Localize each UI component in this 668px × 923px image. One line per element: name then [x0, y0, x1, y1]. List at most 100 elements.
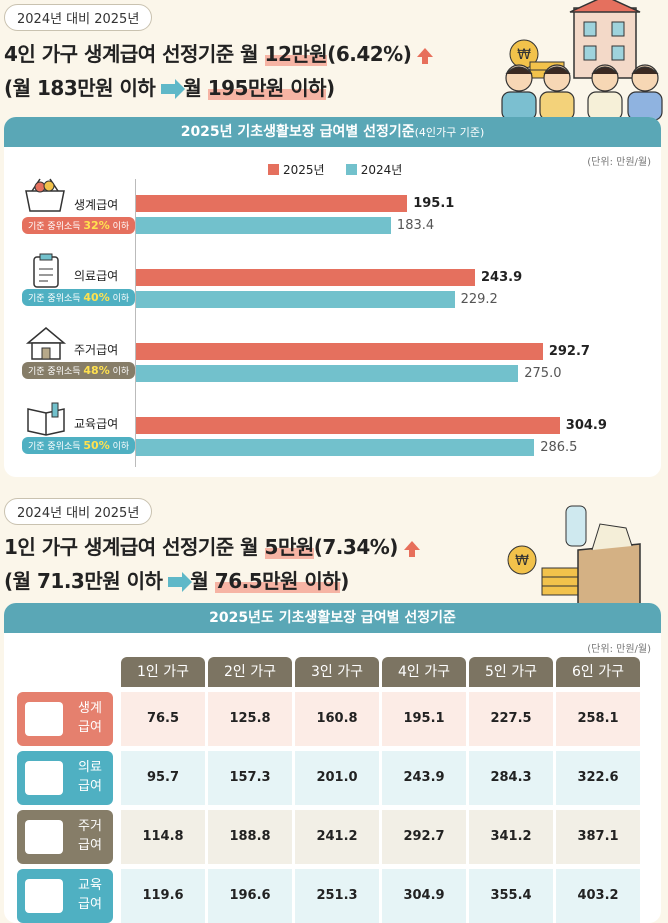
bar-value-label: 183.4	[396, 218, 435, 233]
living-benefit-icon	[25, 178, 65, 212]
table-cell: 114.8	[121, 810, 205, 864]
table-cell: 76.5	[121, 692, 205, 746]
bar-value-label: 195.1	[413, 196, 455, 211]
criteria-prefix: 기준 중위소득	[28, 367, 84, 377]
criteria-tag-living: 기준 중위소득 32% 이하	[22, 217, 136, 234]
bar-value-label: 304.9	[565, 418, 607, 433]
criteria-pct: 40%	[83, 291, 110, 304]
criteria-prefix: 기준 중위소득	[28, 294, 84, 304]
table-cell: 241.2	[295, 810, 379, 864]
table-cell: 284.3	[469, 751, 553, 805]
category-label-medical: 의료급여	[74, 269, 119, 283]
bar-value-label: 286.5	[540, 440, 578, 455]
row-label-top: 주거	[78, 819, 102, 834]
headline-1: 4인 가구 생계급여 선정기준 월 12만원(6.42%)	[4, 38, 434, 67]
benefit-icon	[25, 879, 63, 913]
legend-label-2025: 2025년	[283, 163, 325, 177]
table-cell: 322.6	[556, 751, 640, 805]
subline-1-before: (월 183만원 이하	[4, 76, 156, 100]
subline-2: (월 71.3만원 이하 월 76.5만원 이하)	[4, 565, 349, 594]
right-arrow-icon	[168, 572, 193, 592]
bar-2025-4	[136, 417, 560, 434]
table-cell: 251.3	[295, 869, 379, 923]
table-cell: 95.7	[121, 751, 205, 805]
table-layer: 1인 가구 2인 가구 3인 가구 4인 가구 5인 가구 6인 가구 생계 급여 76.5 12…	[4, 603, 661, 923]
subline-1-highlight: 195만원 이하	[207, 76, 327, 100]
headline-1-highlight: 12만원	[264, 42, 328, 66]
row-label-text: 의료 급여	[75, 758, 105, 796]
table-cell: 195.1	[382, 692, 466, 746]
headline-1-text: 4인 가구 생계급여 선정기준 월	[4, 42, 265, 66]
row-label: 의료 급여	[17, 751, 113, 805]
bars-layer: 195.1 183.4 243.9 229.2 292.7 275.0 304.9 286.5	[4, 117, 661, 477]
row-label-top: 생계	[78, 701, 102, 716]
groceries-coins-illustration: ₩	[507, 505, 641, 605]
comparison-badge-1: 2024년 대비 2025년	[4, 4, 153, 31]
subline-1-close: )	[326, 76, 335, 100]
criteria-prefix: 기준 중위소득	[28, 222, 84, 232]
medical-benefit-icon	[33, 253, 59, 288]
chart-title-text: 2025년 기초생활보장 급여별 선정기준	[180, 124, 415, 140]
table-cell: 227.5	[469, 692, 553, 746]
row-label-text: 교육 급여	[75, 876, 105, 914]
chart-unit: (단위: 만원/월)	[587, 157, 651, 168]
legend-label-2024: 2024년	[360, 163, 403, 177]
table-cell: 119.6	[121, 869, 205, 923]
chart-axis-line	[135, 179, 136, 467]
table-cell: 188.8	[208, 810, 292, 864]
headline-2-percent: (7.34%)	[313, 535, 399, 559]
criteria-tag-education: 기준 중위소득 50% 이하	[22, 437, 136, 454]
criteria-tag-housing: 기준 중위소득 48% 이하	[22, 362, 136, 379]
subline-2-highlight: 76.5만원 이하	[214, 569, 341, 593]
bar-2024-2	[136, 291, 455, 308]
table-cell: 341.2	[469, 810, 553, 864]
headline-1-percent: (6.42%)	[327, 42, 412, 66]
criteria-suffix: 이하	[109, 222, 130, 232]
headline-2-highlight: 5만원	[264, 535, 314, 559]
legend-swatch-2025	[268, 164, 279, 175]
bar-2025-1	[136, 195, 408, 212]
bar-value-label: 275.0	[524, 366, 562, 381]
bar-chart-panel: 2025년 기초생활보장 급여별 선정기준(4인가구 기준) (단위: 만원/월…	[4, 117, 661, 477]
category-label-living: 생계급여	[74, 198, 119, 212]
svg-text:₩: ₩	[517, 47, 531, 63]
bar-2025-3	[136, 343, 543, 360]
bar-value-label: 229.2	[460, 292, 498, 307]
criteria-suffix: 이하	[109, 367, 130, 377]
column-header: 1인 가구	[121, 657, 205, 687]
subline-2-mid: 월	[190, 569, 215, 593]
category-label-education: 교육급여	[74, 417, 119, 431]
table-cell: 387.1	[556, 810, 640, 864]
row-label-top: 교육	[78, 878, 102, 893]
up-arrow-icon	[417, 48, 434, 64]
row-label-bottom: 급여	[78, 838, 102, 853]
bar-value-label: 292.7	[548, 344, 590, 359]
table-cell: 243.9	[382, 751, 466, 805]
chart-title: 2025년 기초생활보장 급여별 선정기준(4인가구 기준)	[4, 117, 661, 147]
table-cell: 157.3	[208, 751, 292, 805]
table-panel: 2025년도 기초생활보장 급여별 선정기준 (단위: 만원/월) 1인 가구 2…	[4, 603, 661, 923]
column-header: 2인 가구	[208, 657, 292, 687]
right-arrow-icon	[161, 79, 186, 99]
chart-legend: 2025년 2024년	[268, 159, 418, 178]
table-cell: 258.1	[556, 692, 640, 746]
table-cell: 403.2	[556, 869, 640, 923]
benefit-icon	[25, 702, 63, 736]
bar-value-label: 243.9	[481, 270, 523, 285]
criteria-suffix: 이하	[109, 442, 130, 452]
table-unit: (단위: 만원/월)	[587, 644, 651, 655]
legend-swatch-2024	[345, 164, 357, 175]
bar-2024-1	[136, 217, 391, 234]
bar-2024-3	[136, 365, 519, 382]
column-header: 6인 가구	[556, 657, 640, 687]
benefit-icon	[25, 761, 63, 795]
row-label-bottom: 급여	[78, 720, 102, 735]
table-cell: 196.6	[208, 869, 292, 923]
bar-2025-2	[136, 269, 476, 286]
row-label: 교육 급여	[17, 869, 113, 923]
category-label-housing: 주거급여	[74, 343, 119, 357]
table-cell: 125.8	[208, 692, 292, 746]
